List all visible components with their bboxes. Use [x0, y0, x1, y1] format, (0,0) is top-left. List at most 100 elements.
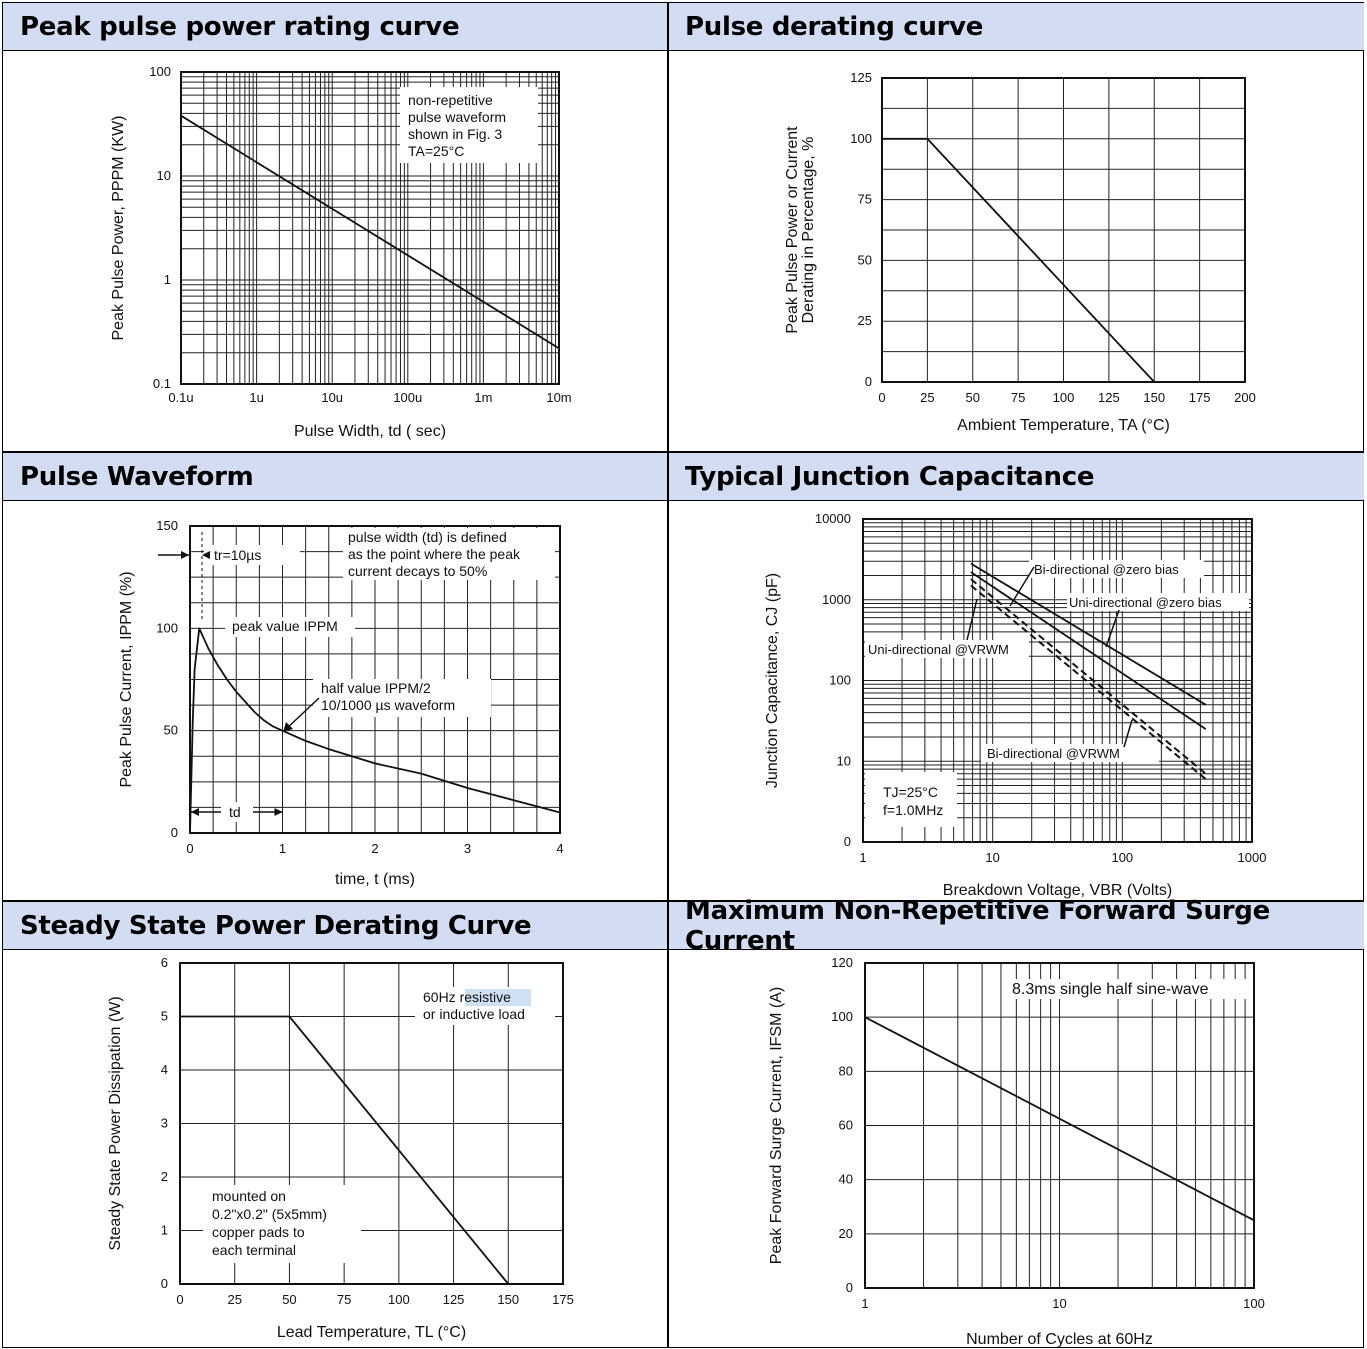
column-divider — [667, 3, 669, 1347]
y-tick-label: 1 — [164, 272, 171, 287]
series-line — [970, 562, 1207, 706]
legend-label-box — [1029, 560, 1204, 578]
y-tick-label: 10000 — [815, 511, 851, 526]
x-tick-label: 10 — [985, 850, 999, 865]
y-tick-label: 10 — [157, 168, 171, 183]
x-tick-label: 200 — [1234, 390, 1256, 405]
panel-title-junction-capacitance: Typical Junction Capacitance — [668, 453, 1364, 501]
x-tick-label: 1 — [861, 1296, 868, 1311]
x-tick-label: 100 — [1053, 390, 1075, 405]
y-tick-label: 60 — [839, 1118, 853, 1133]
chart-peak-pulse-power: 0.1u 1u 10u 100u 1m 10m 0.1 1 10 100 Pulse Width, … — [110, 64, 572, 440]
x-tick-label: 2 — [371, 841, 378, 856]
y-tick-label: 100 — [850, 131, 872, 146]
annotation-box — [313, 679, 491, 717]
y-tick-label: 6 — [161, 955, 168, 970]
y-tick-label: 75 — [858, 192, 872, 207]
y-tick-label: 0 — [865, 374, 872, 389]
y-tick-label: 100 — [831, 1009, 853, 1024]
annotation-box — [343, 528, 555, 580]
annotation-text: pulse waveform — [408, 109, 506, 125]
y-tick-label: 100 — [829, 673, 851, 688]
annotation-box — [400, 87, 538, 163]
x-axis-title: Ambient Temperature, TA (°C) — [957, 417, 1170, 434]
x-tick-label: 0 — [176, 1292, 183, 1307]
x-tick-label: 1 — [859, 850, 866, 865]
annotation-text: 60Hz resistive — [423, 989, 511, 1005]
series-line — [189, 627, 561, 834]
annotation-text: each terminal — [212, 1242, 296, 1258]
series-label: Uni-directional @VRWM — [868, 642, 1009, 657]
x-axis-title: Lead Temperature, TL (°C) — [277, 1324, 466, 1341]
chart-surge-current: 1 10 100 0 20 40 60 80 100 120 Number of Cycles at… — [768, 955, 1265, 1347]
x-tick-label: 0 — [186, 841, 193, 856]
x-tick-label: 100 — [1111, 850, 1133, 865]
x-tick-label: 100 — [1243, 1296, 1265, 1311]
x-tick-label: 4 — [556, 841, 563, 856]
panel-title-surge-current: Maximum Non-Repetitive Forward Surge Cur… — [668, 896, 1364, 956]
series-label: Bi-directional @zero bias — [1034, 562, 1179, 577]
panel-title-pulse-waveform: Pulse Waveform — [3, 453, 667, 501]
y-axis-title: Junction Capacitance, CJ (pF) — [764, 573, 781, 788]
y-tick-label: 10 — [837, 753, 851, 768]
y-axis-title: Steady State Power Dissipation (W) — [107, 996, 124, 1250]
text-highlight — [465, 989, 531, 1006]
series-line — [864, 1016, 1255, 1222]
panel-title-text: Steady State Power Derating Curve — [20, 910, 532, 941]
y-axis-title: Peak Pulse Current, IPPM (%) — [118, 571, 135, 787]
series-line — [180, 1015, 509, 1285]
annotation-box — [221, 802, 253, 822]
series-label-arrow — [1009, 566, 1035, 607]
annotation-box — [225, 617, 355, 637]
series-label-arrow — [1105, 609, 1120, 648]
td-arrowhead — [191, 808, 199, 816]
annotation-text: shown in Fig. 3 — [408, 126, 502, 142]
x-tick-label: 0.1u — [168, 390, 193, 405]
series-label-arrow — [1123, 719, 1133, 748]
annotation-text: or inductive load — [423, 1006, 525, 1022]
half-value-label: 10/1000 µs waveform — [321, 697, 455, 713]
plot-frame — [180, 71, 560, 385]
x-tick-label: 150 — [497, 1292, 519, 1307]
x-tick-label: 25 — [227, 1292, 241, 1307]
y-axis-title: Peak Forward Surge Current, IFSM (A) — [768, 987, 785, 1264]
x-tick-label: 3 — [464, 841, 471, 856]
y-tick-label: 1000 — [822, 592, 851, 607]
annotation-text: non-repetitive — [408, 92, 493, 108]
half-value-arrow — [284, 697, 320, 731]
panel-title-text: Pulse derating curve — [685, 11, 984, 42]
x-tick-label: 100u — [393, 390, 422, 405]
x-tick-label: 10 — [1052, 1296, 1066, 1311]
x-tick-label: 175 — [1189, 390, 1211, 405]
annotation-text: current decays to 50% — [348, 563, 487, 579]
rise-arrowhead — [202, 551, 210, 559]
annotation-text: copper pads to — [212, 1224, 305, 1240]
rise-arrowhead — [181, 551, 189, 559]
plot-frame — [864, 962, 1255, 1289]
y-tick-label: 100 — [149, 64, 171, 79]
x-tick-label: 100 — [388, 1292, 410, 1307]
series-line — [882, 137, 1155, 383]
annotation-text: pulse width (td) is defined — [348, 529, 507, 545]
series-line — [970, 578, 1207, 775]
y-tick-label: 150 — [156, 518, 178, 533]
x-axis-title: time, t (ms) — [335, 871, 415, 888]
rise-time-label: tr=10µs — [214, 547, 261, 563]
panel-title-text: Maximum Non-Repetitive Forward Surge Cur… — [685, 895, 1270, 956]
y-tick-label: 125 — [850, 70, 872, 85]
x-tick-label: 10u — [321, 390, 343, 405]
annotation-text: 0.2"x0.2" (5x5mm) — [212, 1206, 327, 1222]
y-tick-label: 100 — [156, 620, 178, 635]
panel-title-pulse-derating: Pulse derating curve — [668, 3, 1364, 51]
half-value-label: half value IPPM/2 — [321, 680, 431, 696]
y-tick-label: 4 — [161, 1062, 168, 1077]
annotation-text: 8.3ms single half sine-wave — [1012, 981, 1209, 998]
peak-value-label: peak value IPPM — [232, 618, 338, 634]
annotation-box — [203, 1185, 361, 1263]
x-tick-label: 50 — [282, 1292, 296, 1307]
chart-steady-state: 0 25 50 75 100 125 150 175 0 1 2 3 4 5 6 Lead Temperatu… — [107, 955, 574, 1341]
plot-frame — [862, 518, 1253, 843]
panel-title-text: Peak pulse power rating curve — [20, 11, 460, 42]
